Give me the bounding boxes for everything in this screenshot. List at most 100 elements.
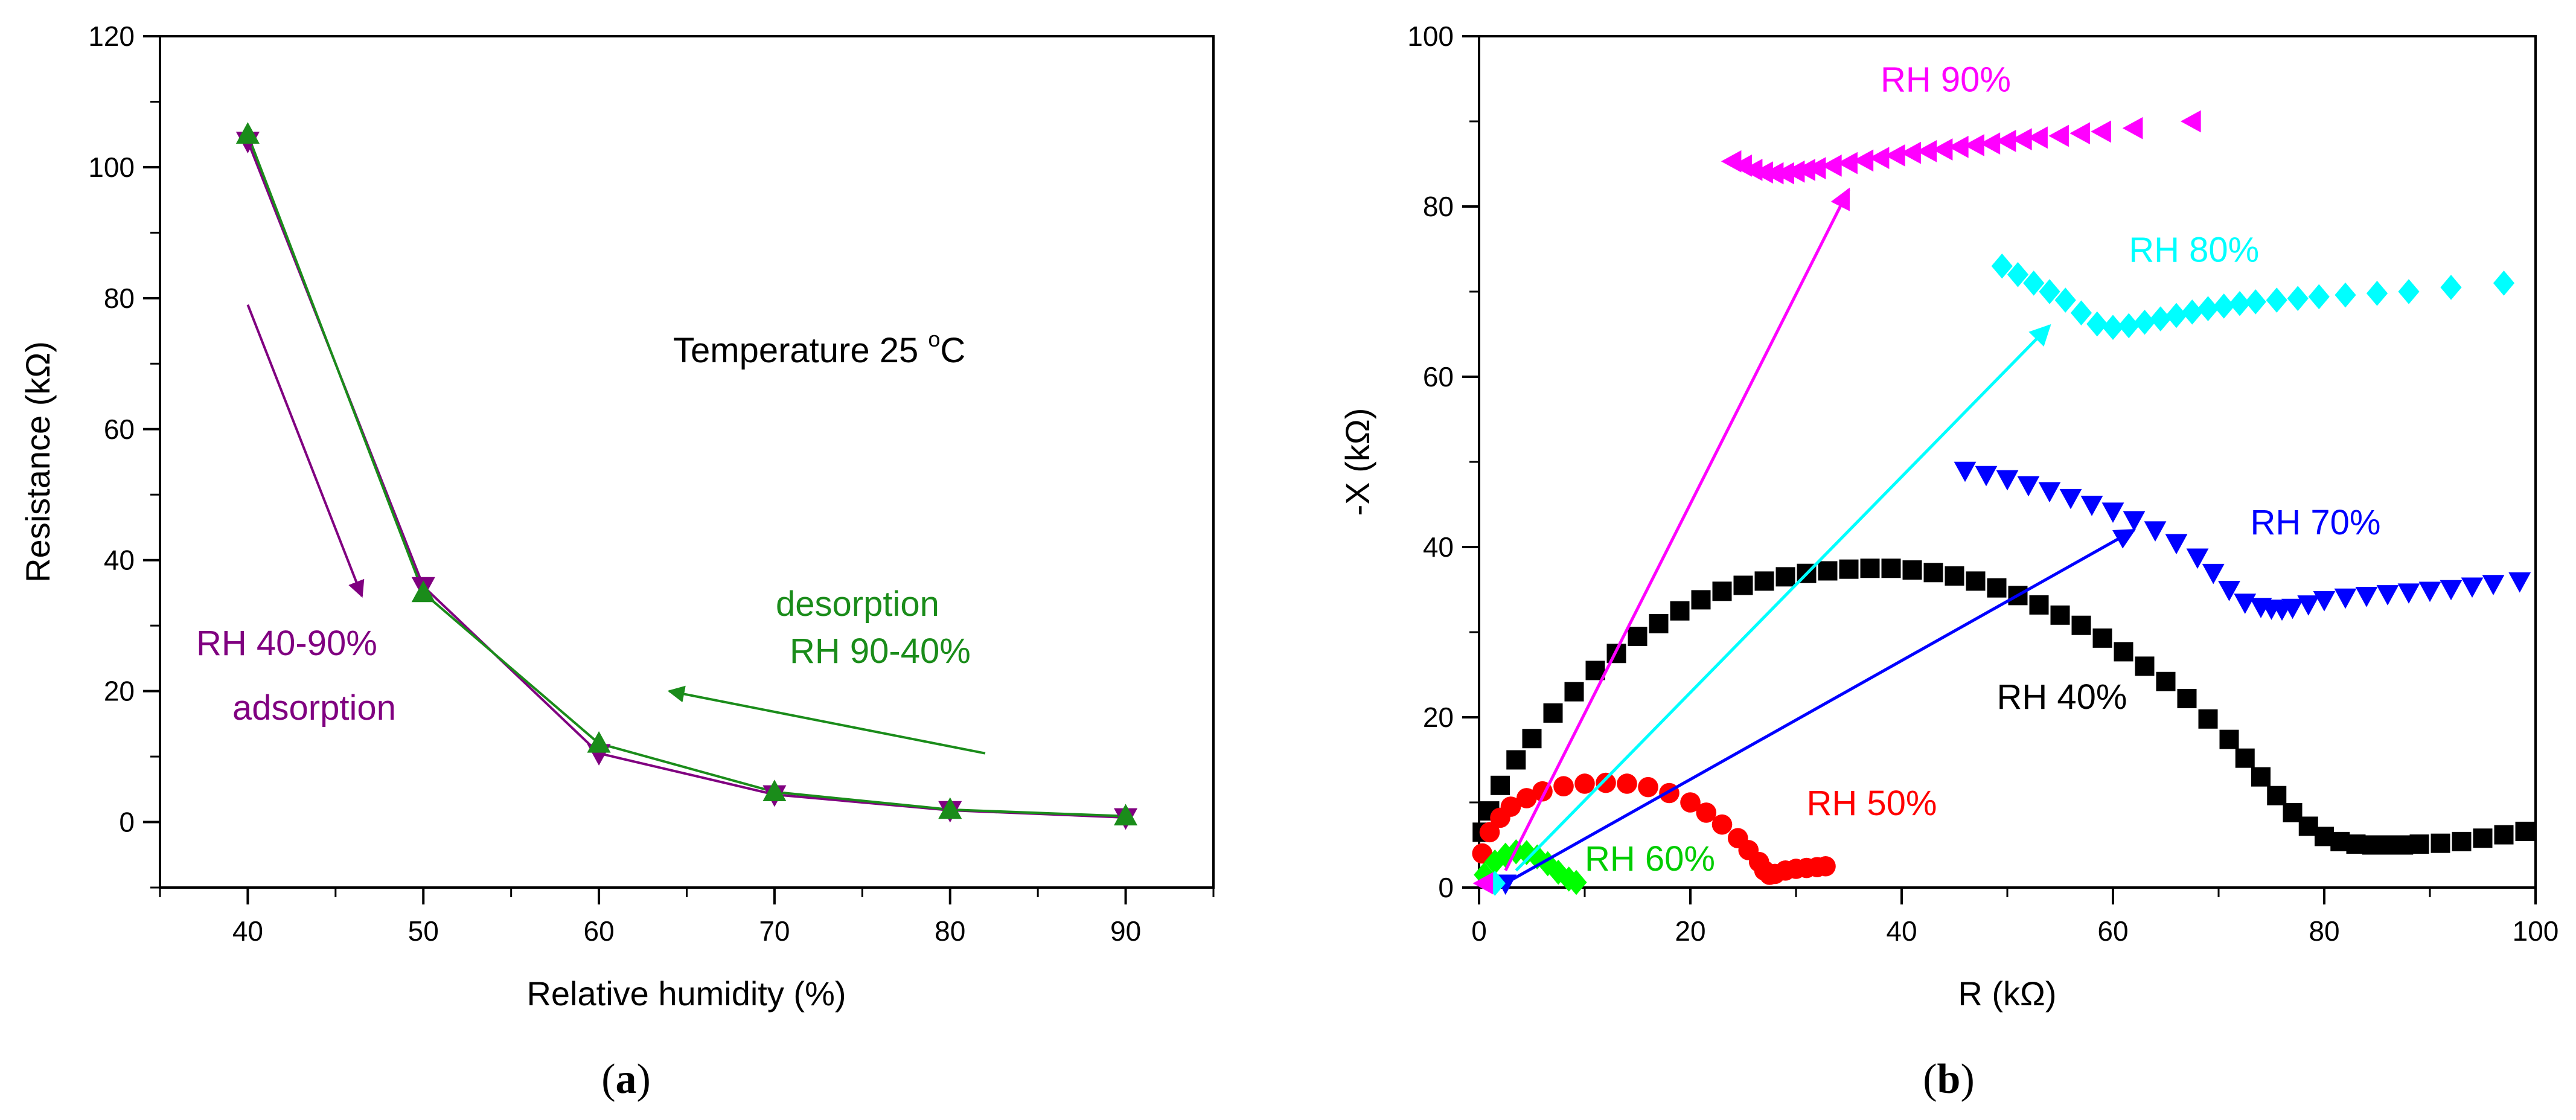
panel-b-data-point	[2007, 262, 2029, 287]
panel-b-data-point	[1516, 788, 1537, 808]
panel-a-x-tick-label: 60	[583, 915, 614, 947]
panel-b-caption: (b)	[1923, 1056, 1975, 1102]
panel-b-data-point	[2080, 496, 2103, 516]
panel-a-x-tick-label: 80	[935, 915, 965, 947]
panel-a-chart: 40 50 60 70 80 90 0 20 40 60 80 100 120 Relative hum…	[19, 21, 1215, 1102]
panel-b-data-point	[2251, 767, 2271, 787]
panel-a-frame	[159, 35, 1215, 889]
panel-b-data-point	[2144, 521, 2167, 542]
panel-b-data-point	[1574, 773, 1595, 794]
panel-b-data-point	[2050, 605, 2070, 625]
panel-b-series-label: RH 40%	[1997, 677, 2127, 717]
panel-b-x-axis-label: R (kΩ)	[1958, 974, 2056, 1013]
panel-b-data-point	[1987, 578, 2007, 598]
panel-b-data-point	[2494, 825, 2514, 845]
panel-a-y-tick-label: 100	[88, 152, 135, 183]
panel-b-data-point	[2376, 585, 2399, 606]
panel-b-data-point	[1902, 560, 1922, 580]
panel-b-series-label: RH 80%	[2129, 231, 2259, 270]
adsorption-range-label: RH 40-90%	[196, 624, 377, 663]
panel-b-arrows	[1504, 187, 2137, 885]
panel-b-data-point	[1991, 253, 2013, 279]
panel-b-data-point	[2102, 315, 2124, 341]
panel-b-data-point	[2059, 488, 2082, 510]
panel-b-data-point	[2355, 586, 2378, 607]
panel-b-data-point	[1617, 773, 1637, 794]
panel-b-data-point	[2092, 628, 2112, 648]
panel-b-data-point	[1596, 772, 1616, 793]
panel-b-y-tick-label: 0	[1438, 872, 1454, 903]
panel-b-data-point	[2308, 284, 2330, 310]
panel-b-data-point	[1670, 601, 1690, 621]
panel-b-data-point	[2234, 594, 2257, 614]
panel-b-data-point	[2287, 286, 2309, 312]
panel-a-ticks: 40 50 60 70 80 90 0 20 40 60 80 100 120	[88, 21, 1215, 947]
panel-b-data-point	[2027, 126, 2048, 149]
panel-b-data-point	[2114, 642, 2133, 662]
panel-b-series-label: RH 70%	[2251, 503, 2381, 542]
panel-b-y-tick-label: 40	[1423, 531, 1454, 563]
panel-a-x-tick-label: 40	[232, 915, 263, 947]
desorption-arrow	[667, 685, 986, 755]
panel-b-data-point	[2181, 110, 2201, 133]
panel-b-ticks: 0 20 40 60 80 100 0 20 40 60 80 100	[1407, 21, 2558, 947]
panel-b-data-point	[1696, 802, 1717, 823]
panel-b-data-point	[2197, 296, 2219, 321]
panel-b-data-point	[1885, 144, 1905, 167]
panel-b-y-tick-label: 100	[1407, 21, 1454, 52]
panel-b-data-point	[2366, 281, 2388, 306]
panel-b-series-label: RH 50%	[1807, 784, 1937, 823]
panel-b-data-point	[1754, 571, 1774, 591]
rh90-arrow	[1504, 187, 1850, 871]
panel-a-data-point	[938, 797, 962, 819]
panel-a-caption: (a)	[601, 1056, 651, 1102]
panel-b-data-point	[2133, 309, 2156, 335]
desorption-range-label: RH 90-40%	[790, 632, 971, 671]
panel-b-data-point	[2218, 581, 2240, 601]
panel-b-data-point	[2515, 821, 2535, 841]
panel-b-data-point	[1691, 590, 1711, 610]
panel-b-data-point	[2012, 128, 2032, 151]
panel-b-data-point	[2123, 511, 2146, 532]
temperature-annotation: Temperature 25 oC	[673, 327, 965, 370]
panel-b-data-point	[2177, 688, 2197, 708]
panel-a-data-point	[411, 580, 435, 603]
panel-a-data-point	[587, 731, 611, 753]
panel-b-x-tick-label: 80	[2309, 915, 2339, 947]
panel-b-data-point	[2054, 287, 2076, 313]
panel-b-data-point	[2398, 279, 2420, 304]
panel-a-y-tick-label: 120	[88, 21, 135, 52]
panel-b-data-point	[1881, 558, 1901, 578]
panel-a-series-markers	[235, 122, 1138, 830]
panel-b-data-point	[2313, 591, 2336, 612]
panel-b-data-point	[1932, 138, 1953, 161]
panel-a-y-tick-label: 40	[104, 545, 135, 576]
panel-b-data-point	[2508, 572, 2531, 593]
panel-a-x-tick-label: 70	[759, 915, 790, 947]
panel-b-data-point	[2335, 282, 2356, 308]
panel-b-data-point	[2186, 548, 2209, 569]
panel-b-data-point	[2071, 615, 2091, 635]
panel-b-data-point	[2281, 598, 2304, 619]
panel-b-data-point	[2418, 581, 2441, 603]
panel-a-x-tick-label: 90	[1110, 915, 1141, 947]
panel-b-data-point	[2118, 313, 2140, 339]
panel-b-data-point	[1753, 161, 1773, 184]
panel-b-data-point	[2122, 117, 2143, 139]
panel-a-series-line-1	[246, 133, 1126, 818]
panel-b-data-point	[1837, 152, 1858, 174]
panel-b-data-point	[2235, 748, 2255, 768]
panel-b-data-point	[2086, 311, 2108, 337]
panel-b-data-point	[2029, 595, 2049, 615]
panel-b-data-point	[2213, 293, 2235, 319]
panel-a-data-point	[1114, 804, 1138, 826]
panel-b-series-label: RH 60%	[1585, 839, 1715, 878]
panel-b-data-point	[2038, 482, 2061, 503]
panel-b-x-tick-label: 40	[1886, 915, 1917, 947]
panel-b-data-point	[2101, 502, 2124, 523]
panel-a-x-tick-label: 50	[408, 915, 439, 947]
panel-b-data-point	[2461, 577, 2484, 598]
panel-b-data-point	[1774, 162, 1794, 185]
panel-b-x-tick-label: 20	[1675, 915, 1705, 947]
panel-b-data-point	[1565, 869, 1587, 895]
